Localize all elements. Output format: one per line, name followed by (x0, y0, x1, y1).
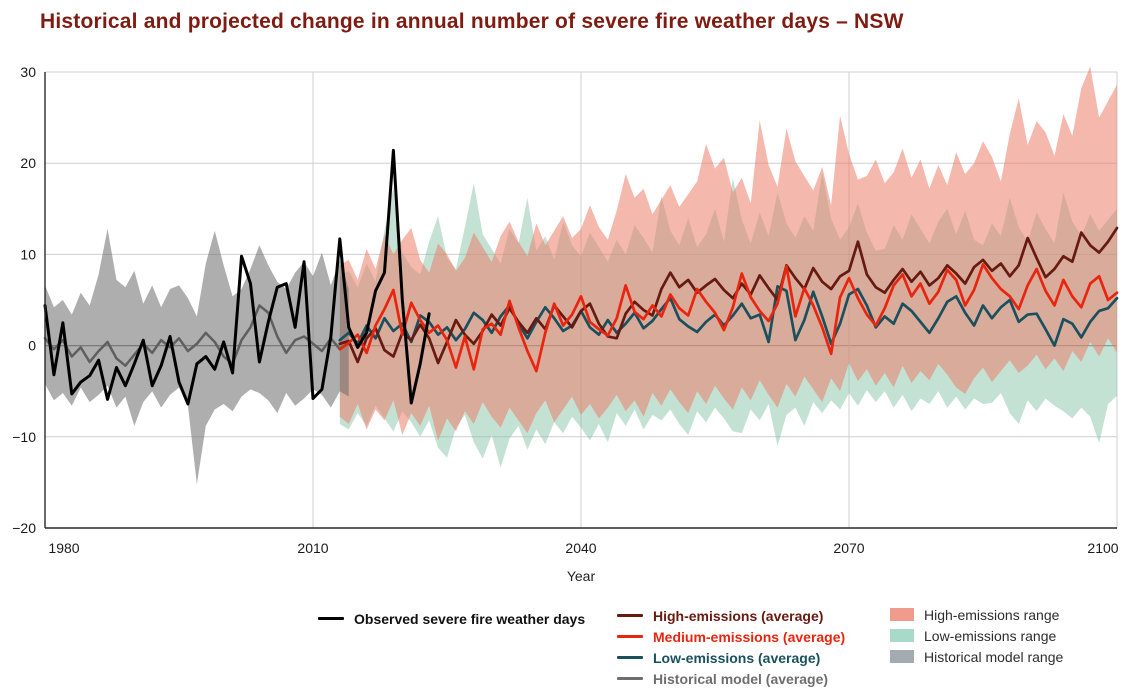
observed-line-swatch (318, 617, 344, 620)
chart-svg: −20 −10 0 10 20 30 1980 2010 2040 2070 2100 (12, 64, 1119, 556)
page-title: Historical and projected change in annua… (40, 10, 904, 33)
high-emissions-average-line (338, 226, 1119, 365)
legend-item-historical-range: Historical model range (890, 646, 1063, 667)
legend-label-observed: Observed severe fire weather days (354, 610, 586, 627)
legend-item-observed: Observed severe fire weather days (318, 608, 585, 629)
medium-emissions-line-swatch (617, 635, 643, 638)
legend-label-high-range: High-emissions range (924, 606, 1060, 623)
x-tick-2010: 2010 (297, 540, 328, 556)
legend-item-high-range: High-emissions range (890, 604, 1063, 625)
legend-label-low-avg: Low-emissions (average) (653, 649, 821, 666)
legend-item-low-avg: Low-emissions (average) (617, 647, 845, 668)
historical-model-range (45, 228, 349, 485)
observed-severe-fire-weather-days-line (43, 148, 431, 406)
chart: −20 −10 0 10 20 30 1980 2010 2040 2070 2100 (12, 64, 1119, 556)
high-emissions-range-swatch (890, 608, 914, 621)
historical-model-line-swatch (617, 677, 643, 680)
x-tick-2100: 2100 (1087, 540, 1118, 556)
legend-item-low-range: Low-emissions range (890, 625, 1063, 646)
x-axis-label: Year (566, 568, 596, 584)
legend-observed: Observed severe fire weather days (318, 608, 585, 629)
low-emissions-range-swatch (890, 629, 914, 642)
legend-label-medium-avg: Medium-emissions (average) (653, 628, 846, 645)
legend-ranges: High-emissions range Low-emissions range… (890, 604, 1063, 667)
x-tick-1980: 1980 (48, 540, 79, 556)
y-tick--10: −10 (12, 429, 36, 445)
y-tick-30: 30 (20, 64, 36, 80)
legend-label-historical-range: Historical model range (924, 648, 1064, 665)
legend-label-historical-avg: Historical model (average) (653, 670, 829, 687)
legend-item-medium-avg: Medium-emissions (average) (617, 626, 845, 647)
historical-model-range-swatch (890, 650, 914, 663)
y-tick-0: 0 (28, 338, 36, 354)
medium-emissions-average-line (338, 263, 1119, 373)
x-tick-2040: 2040 (565, 540, 596, 556)
y-tick-20: 20 (20, 155, 36, 171)
historical-model-average-line (43, 304, 350, 367)
legend-averages: High-emissions (average) Medium-emission… (617, 605, 845, 689)
high-emissions-line-swatch (617, 614, 643, 617)
legend-label-high-avg: High-emissions (average) (653, 607, 824, 624)
legend-item-historical-avg: Historical model (average) (617, 668, 845, 689)
y-tick-10: 10 (20, 246, 36, 262)
legend-label-low-range: Low-emissions range (924, 627, 1057, 644)
low-emissions-line-swatch (617, 656, 643, 659)
legend-item-high-avg: High-emissions (average) (617, 605, 845, 626)
high-emissions-range (339, 66, 1117, 441)
x-tick-2070: 2070 (833, 540, 864, 556)
y-tick--20: −20 (12, 520, 36, 536)
